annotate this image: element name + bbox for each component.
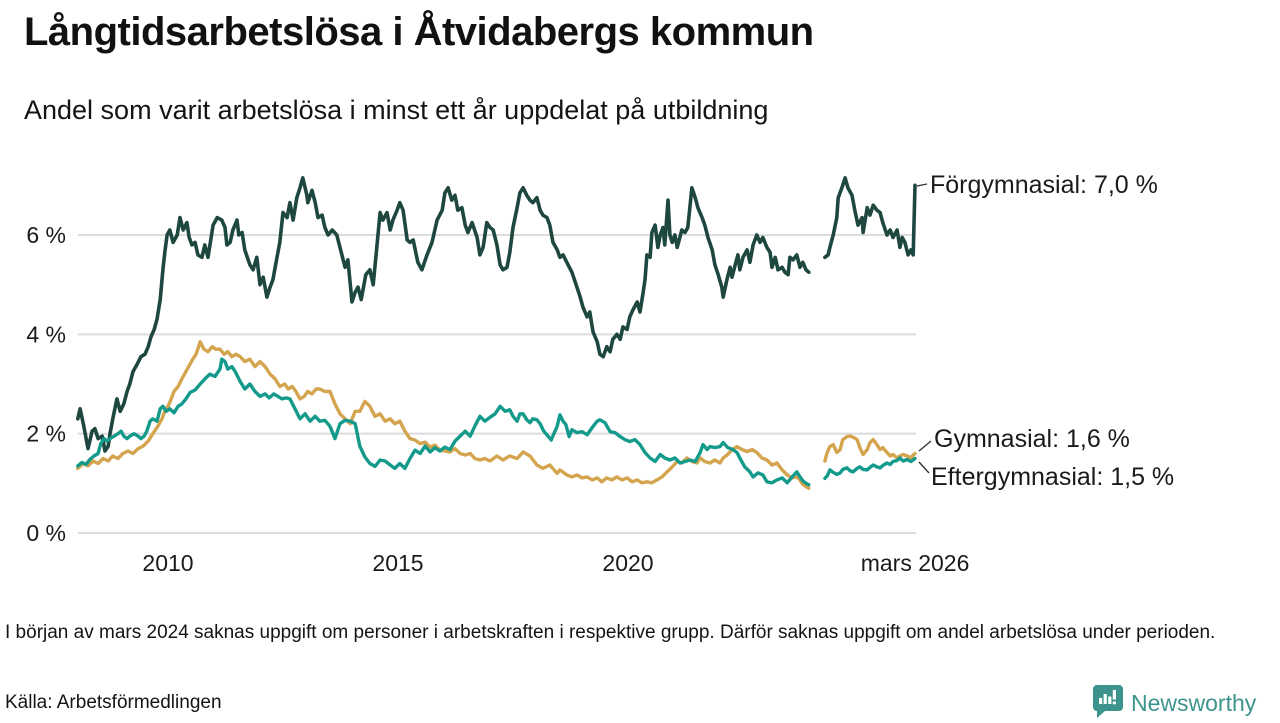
x-tick-label: 2020 xyxy=(602,550,653,576)
newsworthy-logo-text: Newsworthy xyxy=(1131,690,1257,716)
x-tick-label: mars 2026 xyxy=(861,550,970,576)
label-connector-eftergymnasial xyxy=(918,461,930,474)
series-line-förgymnasial-seg1 xyxy=(823,176,917,260)
newsworthy-branding: Newsworthy xyxy=(1092,684,1256,723)
series-line-eftergymnasial-seg1 xyxy=(823,456,917,481)
y-tick-label: 6 % xyxy=(26,222,66,248)
source-note: Källa: Arbetsförmedlingen xyxy=(5,692,222,713)
end-label-eftergymnasial: Eftergymnasial: 1,5 % xyxy=(931,463,1174,491)
y-tick-label: 2 % xyxy=(26,421,66,447)
page-title: Långtidsarbetslösa i Åtvidabergs kommun xyxy=(24,10,814,54)
end-label-förgymnasial: Förgymnasial: 7,0 % xyxy=(930,171,1158,199)
series-line-gymnasial-seg0 xyxy=(76,340,811,490)
line-chart: 0 % 2 % 4 % 6 % 2010 2015 2020 mars 2026 Förgymn… xyxy=(26,171,1174,576)
newsworthy-logo-icon xyxy=(1092,684,1124,723)
y-tick-label: 4 % xyxy=(26,321,66,347)
end-label-gymnasial: Gymnasial: 1,6 % xyxy=(934,425,1130,453)
series-line-förgymnasial-seg0 xyxy=(76,176,811,453)
chart-footnote: I början av mars 2024 saknas uppgift om … xyxy=(5,622,1216,643)
x-tick-label: 2015 xyxy=(372,550,423,576)
chart-subtitle: Andel som varit arbetslösa i minst ett å… xyxy=(24,95,769,125)
x-tick-label: 2010 xyxy=(142,550,193,576)
y-tick-label: 0 % xyxy=(26,520,66,546)
label-connector-gymnasial xyxy=(918,440,932,452)
label-connector-förgymnasial xyxy=(916,183,928,187)
series-line-eftergymnasial-seg0 xyxy=(76,357,811,487)
